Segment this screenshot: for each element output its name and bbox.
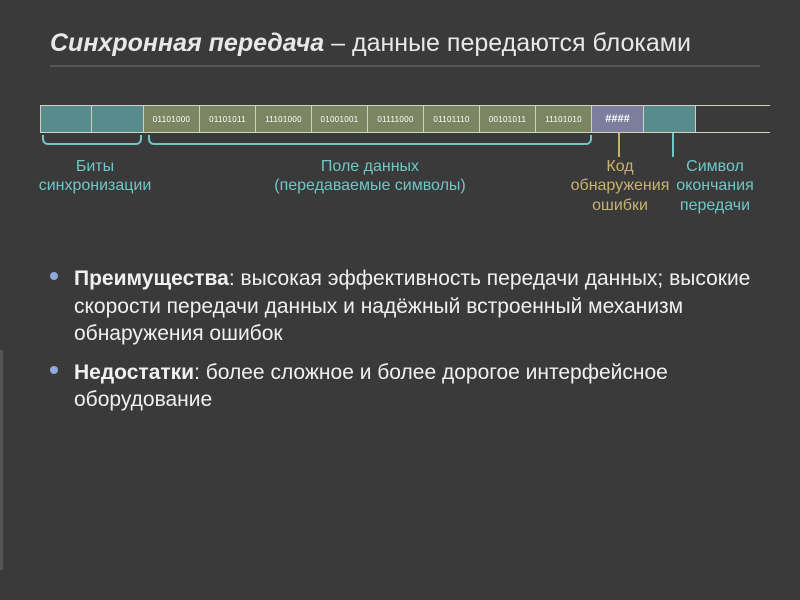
data-byte-cell: 01111000 [368,106,424,132]
data-annotation-line: Поле данных [220,157,520,176]
end-annotation-line: Символ [660,157,770,176]
end-annotation: Символ окончания передачи [660,157,770,215]
left-accent-bar [0,350,3,570]
sync-annotation-line: синхронизации [20,176,170,195]
data-byte-cell: 11101010 [536,106,592,132]
data-annotation-line: (передаваемые символы) [220,176,520,195]
disadvantages-item: Недостатки: более сложное и более дорого… [50,359,760,414]
data-annotation: Поле данных (передаваемые символы) [220,157,520,195]
data-brace [148,135,592,145]
data-byte-cell: 01001001 [312,106,368,132]
body-list: Преимущества: высокая эффективность пере… [50,265,760,413]
data-byte-cell: 01101000 [144,106,200,132]
data-byte-cell: 01101011 [200,106,256,132]
data-byte-cell: 00101011 [480,106,536,132]
title-term: Синхронная передача [50,29,324,57]
frame-row: 01101000 01101011 11101000 01001001 0111… [40,105,770,133]
data-byte-cell: 01101110 [424,106,480,132]
end-annotation-line: окончания [660,176,770,195]
title-rest: – данные передаются блоками [324,29,691,57]
frame-diagram: 01101000 01101011 11101000 01001001 0111… [40,105,770,245]
crc-cell: #### [592,106,644,132]
sync-bits-cell [92,106,144,132]
end-leader [672,133,674,157]
data-byte-cell: 11101000 [256,106,312,132]
disadvantages-label: Недостатки [74,361,194,384]
slide-title: Синхронная передача – данные передаются … [50,28,760,67]
end-symbol-cell [644,106,696,132]
sync-bits-cell [40,106,92,132]
sync-brace [42,135,142,145]
sync-annotation: Биты синхронизации [20,157,170,195]
advantages-label: Преимущества [74,267,229,290]
slide: Синхронная передача – данные передаются … [0,0,800,454]
advantages-item: Преимущества: высокая эффективность пере… [50,265,760,347]
end-annotation-line: передачи [660,196,770,215]
crc-leader [618,133,620,157]
title-underline-decoration [50,65,760,67]
sync-annotation-line: Биты [20,157,170,176]
